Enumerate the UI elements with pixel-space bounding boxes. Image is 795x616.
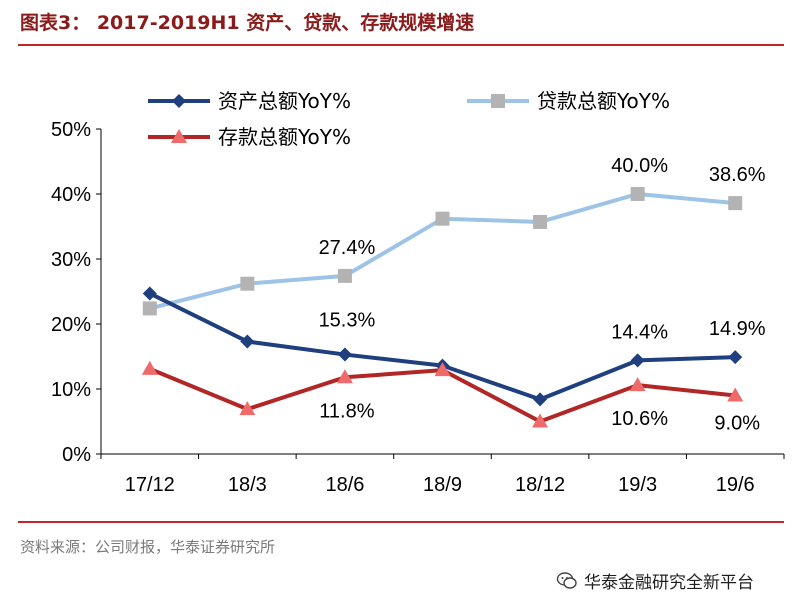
y-tick-label: 0% <box>62 444 91 466</box>
y-tick-label: 30% <box>51 249 91 271</box>
legend-label: 贷款总额YoY% <box>537 89 670 113</box>
legend-marker-1 <box>491 94 505 108</box>
data-point-series-1 <box>142 301 157 316</box>
data-label: 11.8% <box>319 400 374 422</box>
data-point-series-1 <box>630 187 645 201</box>
y-tick-label: 40% <box>51 184 91 206</box>
title-divider <box>18 44 784 46</box>
data-label: 38.6% <box>709 164 766 186</box>
data-point-series-2 <box>141 360 158 375</box>
data-point-series-0 <box>337 347 352 362</box>
data-label: 27.4% <box>319 237 376 259</box>
footer-divider <box>18 521 784 523</box>
data-label: 10.6% <box>611 408 668 430</box>
data-label: 14.9% <box>709 318 766 340</box>
data-point-series-2 <box>434 362 451 377</box>
data-point-series-0 <box>533 392 548 407</box>
series-line-1 <box>149 192 736 311</box>
data-point-series-2 <box>239 401 256 416</box>
legend-label: 资产总额YoY% <box>218 89 351 113</box>
data-point-series-0 <box>630 353 645 368</box>
x-tick-label: 18/6 <box>325 474 364 496</box>
x-tick-label: 17/12 <box>125 474 175 496</box>
watermark: 华泰金融研究全新平台 <box>556 568 754 593</box>
series-line-0 <box>148 291 736 402</box>
y-tick-label: 50% <box>51 119 91 141</box>
data-label: 40.0% <box>611 155 668 177</box>
data-point-series-0 <box>240 334 255 349</box>
wechat-icon <box>556 571 577 589</box>
x-tick-label: 18/9 <box>423 474 462 496</box>
figure-title: 图表3： 2017-2019H1 资产、贷款、存款规模增速 <box>20 12 475 34</box>
x-tick-label: 18/3 <box>228 474 267 496</box>
data-point-series-1 <box>728 196 743 211</box>
legend-marker-0 <box>172 94 186 108</box>
x-tick-label: 19/6 <box>716 474 755 496</box>
data-point-series-1 <box>533 214 548 229</box>
y-tick-label: 10% <box>51 379 91 401</box>
data-point-series-1 <box>435 211 450 226</box>
data-point-series-2 <box>629 377 646 392</box>
data-point-series-2 <box>727 387 744 402</box>
legend-label: 存款总额YoY% <box>218 125 351 149</box>
legend-marker-2 <box>171 129 187 143</box>
y-tick-label: 20% <box>51 314 91 336</box>
data-label: 9.0% <box>714 413 760 435</box>
source-note: 资料来源：公司财报，华泰证券研究所 <box>20 538 276 556</box>
data-point-series-1 <box>240 276 255 291</box>
data-point-series-2 <box>336 369 353 384</box>
x-tick-label: 18/12 <box>515 474 565 496</box>
data-point-series-0 <box>728 350 743 365</box>
data-point-series-2 <box>532 413 549 428</box>
x-tick-label: 19/3 <box>618 474 657 496</box>
data-label: 15.3% <box>319 310 376 332</box>
data-label: 14.4% <box>611 321 668 343</box>
data-point-series-1 <box>337 268 352 283</box>
data-point-series-0 <box>142 286 157 301</box>
watermark-text: 华泰金融研究全新平台 <box>584 573 754 593</box>
